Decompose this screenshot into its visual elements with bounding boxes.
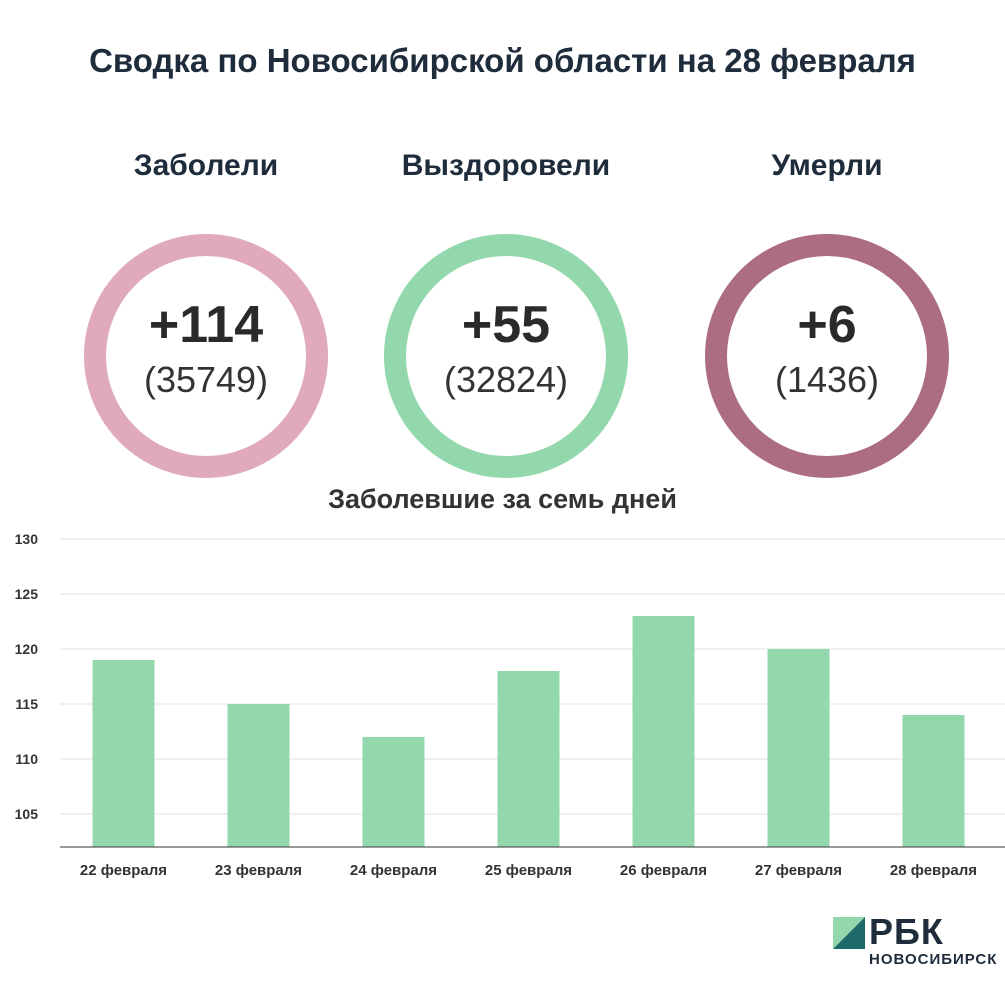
stat-ring: +114 (35749) bbox=[84, 234, 328, 478]
bar bbox=[92, 660, 155, 847]
stat-total: (32824) bbox=[443, 359, 569, 400]
x-tick-label: 26 февраля bbox=[620, 862, 707, 879]
y-tick-label: 130 bbox=[15, 531, 39, 547]
stat-label: Умерли bbox=[771, 149, 883, 182]
logo-text: РБК bbox=[869, 911, 944, 952]
stat-recovered: Выздоровели +55 (32824) bbox=[356, 148, 656, 478]
stat-ring: +6 (1436) bbox=[705, 234, 949, 478]
y-tick-label: 105 bbox=[15, 806, 39, 822]
y-tick-label: 110 bbox=[15, 751, 38, 767]
stat-delta: +114 bbox=[148, 296, 264, 354]
bar bbox=[227, 704, 290, 847]
stat-total: (35749) bbox=[143, 359, 269, 400]
logo-subtitle: НОВОСИБИРСК bbox=[869, 951, 998, 968]
stat-ring: +55 (32824) bbox=[384, 234, 628, 478]
x-tick-label: 28 февраля bbox=[890, 862, 977, 879]
stat-deaths: Умерли +6 (1436) bbox=[677, 148, 977, 478]
x-tick-label: 23 февраля bbox=[215, 862, 302, 879]
stat-infected: Заболели +114 (35749) bbox=[56, 148, 356, 478]
rbc-logo: РБК НОВОСИБИРСК bbox=[833, 911, 998, 970]
bar bbox=[362, 737, 425, 847]
x-tick-label: 24 февраля bbox=[350, 862, 437, 879]
stat-total: (1436) bbox=[774, 359, 880, 400]
stat-label: Выздоровели bbox=[401, 149, 611, 182]
bar bbox=[632, 616, 695, 847]
bar bbox=[497, 671, 560, 847]
stat-delta: +6 bbox=[797, 296, 857, 354]
stat-delta: +55 bbox=[461, 296, 551, 354]
x-tick-label: 27 февраля bbox=[755, 862, 842, 879]
y-tick-label: 125 bbox=[15, 586, 39, 602]
x-tick-label: 25 февраля bbox=[485, 862, 572, 879]
page-title: Сводка по Новосибирской области на 28 фе… bbox=[89, 42, 916, 79]
chart-title: Заболевшие за семь дней bbox=[328, 484, 677, 514]
bar bbox=[902, 715, 965, 847]
rbc-logo-mark-icon bbox=[833, 917, 865, 949]
stat-label: Заболели bbox=[133, 149, 279, 182]
bar-chart: 105 110 115 120 125 130 22 февраля 23 февраля 24… bbox=[15, 531, 1005, 879]
bar bbox=[767, 649, 830, 847]
y-tick-label: 120 bbox=[15, 641, 39, 657]
x-tick-label: 22 февраля bbox=[80, 862, 167, 879]
y-tick-label: 115 bbox=[15, 696, 38, 712]
